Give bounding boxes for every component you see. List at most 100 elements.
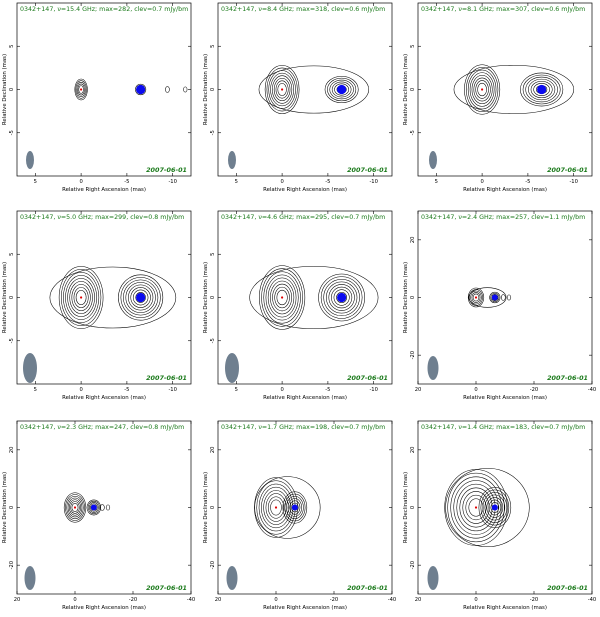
core-contour — [465, 494, 487, 521]
core-marker — [274, 506, 278, 509]
core-contour — [270, 72, 294, 107]
core-contour — [73, 287, 89, 308]
panel-title: 0342+147, ν=8.4 GHz; max=318, clev=0.6 m… — [221, 6, 385, 13]
x-tick-label: 0 — [274, 597, 277, 603]
core-contour — [66, 495, 84, 520]
contour-set — [63, 492, 111, 523]
envelope-contour — [453, 64, 575, 115]
outer-knot-contour — [506, 294, 512, 301]
component-contour — [123, 279, 159, 316]
y-tick-label: 20 — [210, 447, 216, 454]
x-tick-label: 0 — [480, 179, 483, 185]
contour-set — [74, 78, 188, 101]
map-panel-2: 0342+147, ν=8.4 GHz; max=318, clev=0.6 m… — [203, 2, 393, 193]
map-panel-4: 0342+147, ν=5.0 GHz; max=299, clev=0.8 m… — [2, 210, 192, 401]
y-tick-label: 5 — [9, 45, 15, 48]
y-tick-label: 20 — [9, 447, 15, 454]
x-axis-label: Relative Right Ascension (mas) — [62, 395, 146, 401]
y-tick-label: -20 — [410, 351, 416, 359]
core-contour — [477, 82, 487, 97]
contour-set — [49, 266, 177, 329]
y-axis-label: Relative Declination (mas) — [403, 54, 409, 125]
x-tick-label: -40 — [588, 597, 596, 603]
core-contour — [272, 75, 293, 104]
panel-title: 0342+147, ν=5.0 GHz; max=299, clev=0.8 m… — [20, 214, 184, 221]
core-contour — [67, 278, 95, 317]
component-contour — [480, 489, 510, 526]
x-axis-label: Relative Right Ascension (mas) — [62, 187, 146, 193]
core-contour — [77, 83, 85, 96]
core-contour — [70, 501, 80, 514]
y-tick-label: -5 — [9, 338, 15, 343]
y-tick-label: 5 — [9, 253, 15, 256]
x-tick-label: -20 — [530, 387, 538, 393]
component-contour — [135, 292, 146, 303]
y-axis-label: Relative Declination (mas) — [403, 262, 409, 333]
core-contour — [263, 271, 301, 324]
component-contour — [522, 74, 561, 105]
model-component-marker — [491, 294, 498, 301]
core-contour — [58, 266, 104, 329]
panel-title: 0342+147, ν=4.6 GHz; max=295, clev=0.7 m… — [221, 214, 385, 221]
x-tick-label: -20 — [330, 597, 338, 603]
epoch-date: 2007-06-01 — [146, 374, 187, 382]
x-tick-label: -20 — [530, 597, 538, 603]
epoch-date: 2007-06-01 — [547, 374, 588, 382]
plot-frame — [217, 2, 393, 177]
model-component-marker — [136, 84, 146, 95]
core-marker — [474, 296, 478, 299]
x-tick-label: -40 — [588, 387, 596, 393]
component-contour — [291, 502, 299, 513]
component-contour — [320, 276, 363, 319]
x-tick-label: -10 — [369, 179, 377, 185]
restoring-beam — [427, 356, 439, 380]
x-tick-label: -5 — [124, 387, 129, 393]
panel-title: 0342+147, ν=15.4 GHz; max=282, clev=0.7 … — [20, 6, 188, 13]
core-marker — [80, 88, 83, 91]
core-contour — [268, 70, 296, 109]
y-tick-label: 0 — [9, 296, 15, 299]
component-contour — [525, 76, 558, 103]
component-contour — [128, 284, 154, 311]
restoring-beam — [225, 353, 239, 383]
restoring-beam — [23, 353, 37, 383]
epoch-date: 2007-06-01 — [547, 584, 588, 592]
core-contour — [266, 67, 298, 112]
component-contour — [325, 281, 358, 314]
core-contour — [263, 490, 289, 525]
component-contour — [318, 273, 365, 322]
core-contour — [264, 65, 300, 114]
core-contour — [67, 497, 83, 518]
core-contour — [274, 286, 290, 309]
envelope-contour — [249, 265, 379, 330]
x-tick-label: -10 — [168, 387, 176, 393]
core-contour — [475, 80, 489, 99]
epoch-date: 2007-06-01 — [146, 584, 187, 592]
y-tick-label: -5 — [9, 130, 15, 135]
x-axis-label: Relative Right Ascension (mas) — [263, 395, 347, 401]
core-contour — [71, 284, 91, 311]
epoch-date: 2007-06-01 — [547, 166, 588, 174]
core-contour — [65, 494, 85, 521]
component-contour — [486, 497, 504, 518]
model-component-marker — [337, 84, 347, 95]
y-tick-label: 5 — [210, 253, 216, 256]
outer-knot-contour — [183, 86, 188, 93]
plot-frame — [16, 210, 192, 385]
core-contour — [471, 75, 493, 104]
component-contour — [484, 494, 506, 521]
model-component-marker — [90, 504, 97, 511]
core-marker — [281, 88, 284, 91]
y-tick-label: -5 — [410, 130, 416, 135]
component-contour — [333, 289, 350, 306]
core-contour — [69, 499, 81, 516]
x-tick-label: -40 — [388, 597, 396, 603]
component-contour — [490, 292, 500, 303]
restoring-beam — [429, 151, 437, 169]
component-contour — [89, 502, 99, 513]
core-contour — [276, 289, 288, 306]
x-tick-label: -5 — [525, 179, 530, 185]
component-contour — [282, 491, 308, 524]
component-contour — [331, 286, 353, 309]
